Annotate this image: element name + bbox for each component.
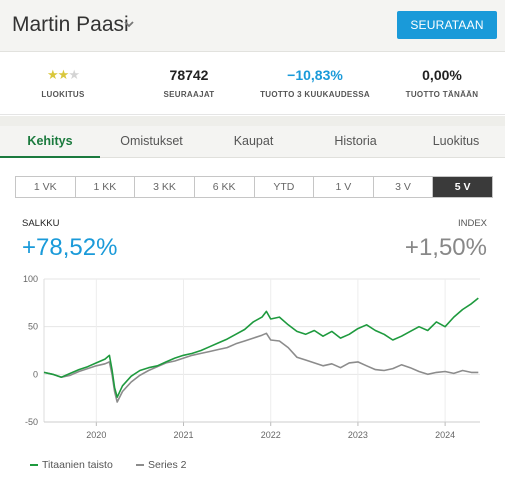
stat-value: 0,00% [422,67,462,83]
performance-chart: 100 50 0 -50 2020 2021 2022 2023 2024 [23,274,480,440]
y-tick-label: -50 [25,417,38,427]
follow-button[interactable]: SEURATAAN [397,11,497,39]
x-tick-label: 2024 [435,430,455,440]
tab-kaupat[interactable]: Kaupat [233,134,274,148]
tab-luokitus[interactable]: Luokitus [432,134,480,148]
stat-label: SEURAAJAT [163,90,215,99]
period-3v[interactable]: 3 V [373,177,434,197]
tab-kehitys[interactable]: Kehitys [0,126,100,158]
period-1vk[interactable]: 1 VK [16,177,76,197]
period-ytd[interactable]: YTD [254,177,315,197]
index-return: +1,50% [404,234,487,261]
x-tick-label: 2023 [348,430,368,440]
period-3kk[interactable]: 3 KK [135,177,195,197]
rating-stars: ★★★ [0,67,126,83]
section-divider [0,116,505,126]
x-tick-label: 2020 [86,430,106,440]
period-1kk[interactable]: 1 KK [75,177,136,197]
profile-name[interactable]: Martin Paasi [12,13,129,36]
star-icon: ★ [47,67,59,82]
tab-bar: Kehitys Omistukset Kaupat Historia Luoki… [0,126,505,158]
y-tick-label: 0 [33,369,38,379]
period-5v[interactable]: 5 V [433,177,492,197]
portfolio-label: SALKKU [22,218,60,229]
portfolio-return: +78,52% [22,234,118,261]
portfolio-series-line [43,297,479,398]
stat-label: TUOTTO 3 KUUKAUDESSA [260,90,370,99]
stat-label: LUOKITUS [41,90,85,99]
chevron-down-icon[interactable] [123,19,135,29]
index-series-line [43,332,479,403]
legend-swatch [136,464,144,467]
y-tick-label: 50 [28,322,38,332]
star-icon: ★ [57,67,70,82]
profile-header: Martin Paasi SEURATAAN [0,0,505,52]
y-tick-label: 100 [23,274,38,284]
legend-item-index[interactable]: Series 2 [136,459,187,471]
stat-rating: ★★★ LUOKITUS [0,53,126,115]
stat-return-3m: −10,83% TUOTTO 3 KUUKAUDESSA [252,53,378,115]
legend-label: Titaanien taisto [42,459,113,471]
stats-bar: ★★★ LUOKITUS 78742 SEURAAJAT −10,83% TUO… [0,53,505,115]
index-label: INDEX [457,218,487,229]
x-tick-label: 2021 [174,430,194,440]
tab-omistukset[interactable]: Omistukset [120,134,183,148]
tab-historia[interactable]: Historia [334,134,377,148]
period-selector: 1 VK 1 KK 3 KK 6 KK YTD 1 V 3 V 5 V [15,176,493,198]
star-icon: ★ [68,67,80,82]
period-1v[interactable]: 1 V [314,177,374,197]
stat-value: −10,83% [287,67,343,83]
stat-label: TUOTTO TÄNÄÄN [405,90,479,99]
legend-swatch [30,464,38,467]
stat-return-today: 0,00% TUOTTO TÄNÄÄN [379,53,505,115]
x-tick-label: 2022 [261,430,281,440]
legend-label: Series 2 [148,459,187,471]
stat-value: 78742 [169,67,209,83]
period-6kk[interactable]: 6 KK [194,177,255,197]
legend-item-portfolio[interactable]: Titaanien taisto [30,459,113,471]
stat-followers: 78742 SEURAAJAT [126,53,252,115]
